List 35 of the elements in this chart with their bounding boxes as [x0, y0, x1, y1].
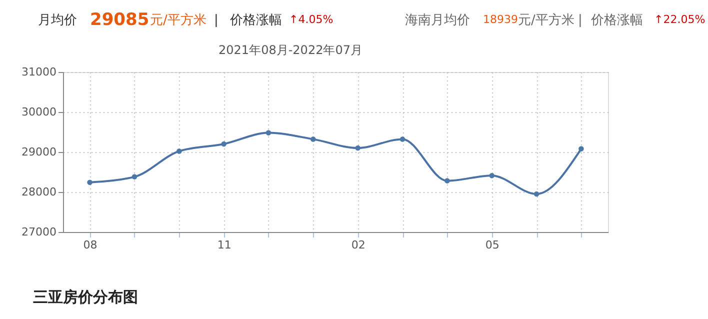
- text: 元/平方米: [150, 12, 206, 28]
- text: |: [214, 13, 218, 28]
- text: 价格涨幅: [590, 13, 643, 28]
- point: [87, 180, 92, 186]
- y-tick-label: 28000: [22, 186, 56, 198]
- point: [310, 136, 316, 142]
- text: 价格涨幅: [229, 13, 282, 28]
- point: [444, 178, 450, 184]
- y-tick-label: 27000: [22, 226, 56, 238]
- point: [400, 136, 406, 142]
- text: ↑4.05%: [289, 13, 334, 26]
- x-tick-label: 05: [485, 238, 500, 252]
- point: [176, 148, 182, 154]
- point: [132, 174, 138, 180]
- text: 18939: [483, 13, 518, 26]
- x-tick-label: 02: [351, 238, 366, 252]
- text: 29085: [90, 10, 150, 30]
- text: 月均价: [38, 13, 77, 28]
- x-tick-label: 08: [83, 238, 98, 252]
- text: 元/平方米: [518, 12, 574, 28]
- text: |: [578, 13, 582, 28]
- y-tick-label: 29000: [22, 146, 56, 158]
- text: 三亚房价分布图: [33, 288, 138, 306]
- x-tick-label: 11: [217, 238, 232, 252]
- chart-title: 2021年08月-2022年07月: [218, 43, 362, 57]
- point: [489, 172, 494, 178]
- point: [534, 191, 540, 197]
- point: [355, 145, 360, 151]
- y-tick-label: 30000: [22, 106, 56, 118]
- text: 海南月均价: [405, 13, 470, 28]
- point: [266, 130, 272, 136]
- y-tick-label: 31000: [22, 66, 56, 78]
- text: ↑22.05%: [654, 13, 706, 26]
- point: [221, 141, 226, 147]
- point: [578, 146, 584, 152]
